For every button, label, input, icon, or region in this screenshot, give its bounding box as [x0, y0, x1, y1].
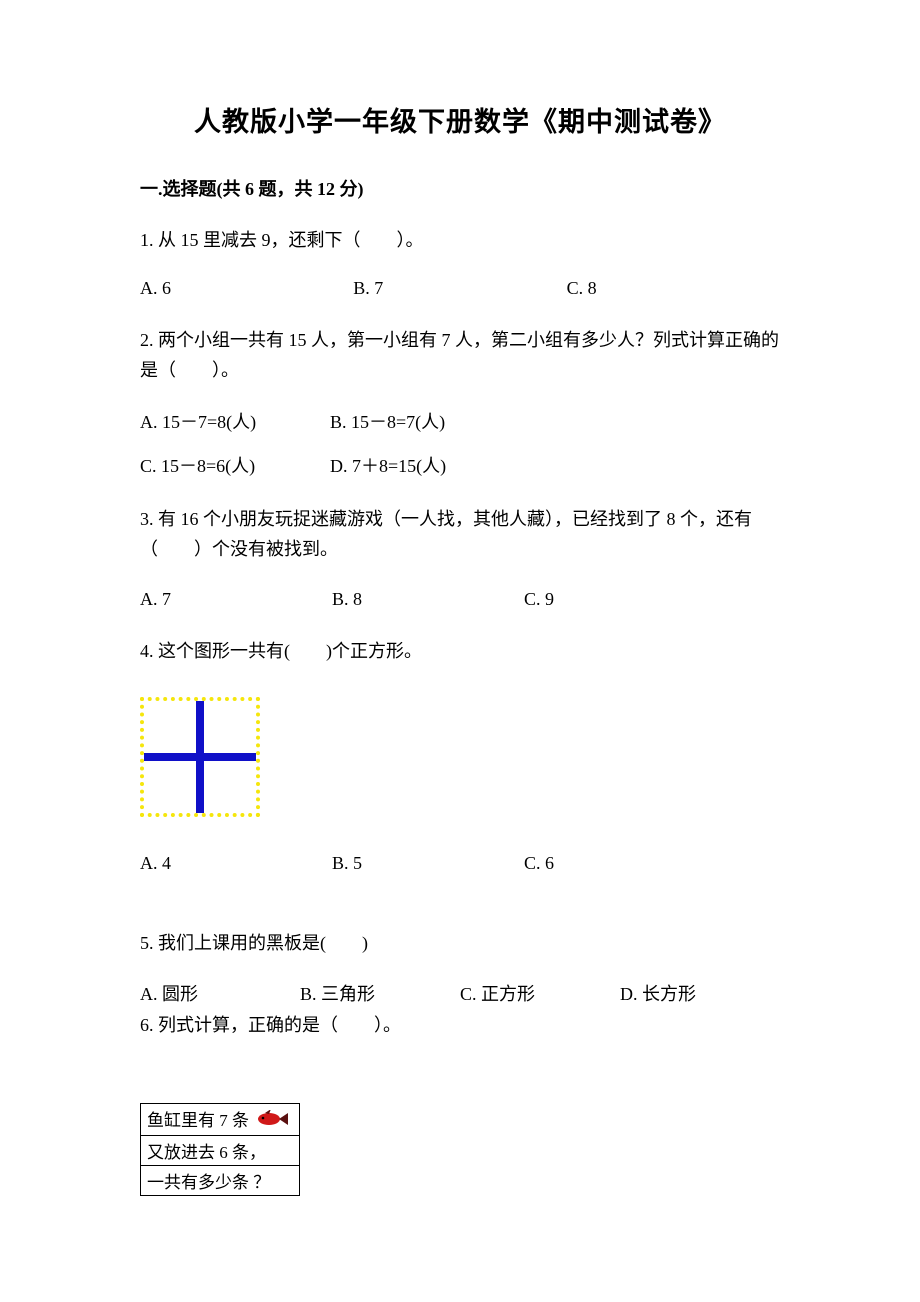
question-3: 3. 有 16 个小朋友玩捉迷藏游戏（一人找，其他人藏），已经找到了 8 个，还…: [140, 504, 780, 565]
question-2-options: A. 15－7=8(人) B. 15－8=7(人) C. 15－8=6(人) D…: [140, 408, 780, 478]
question-4: 4. 这个图形一共有( )个正方形。: [140, 636, 780, 667]
q6-box-row1: 鱼缸里有 7 条: [141, 1103, 300, 1136]
question-2: 2. 两个小组一共有 15 人，第一小组有 7 人，第二小组有多少人？列式计算正…: [140, 325, 780, 386]
question-6: 6. 列式计算，正确的是（ ）。: [140, 1010, 780, 1041]
question-6-box: 鱼缸里有 7 条 又放进去 6 条， 一共有多少条 ？: [140, 1103, 300, 1197]
page-title: 人教版小学一年级下册数学《期中测试卷》: [140, 100, 780, 139]
question-3-options: A. 7 B. 8 C. 9: [140, 589, 780, 610]
q5-option-b: B. 三角形: [300, 980, 460, 1006]
q2-option-c: C. 15－8=6(人): [140, 452, 330, 478]
q4-option-a: A. 4: [140, 853, 332, 874]
q3-option-b: B. 8: [332, 589, 524, 610]
question-1-options: A. 6 B. 7 C. 8: [140, 278, 780, 299]
q1-option-a: A. 6: [140, 278, 353, 299]
q6-box-row3: 一共有多少条 ？: [141, 1166, 300, 1196]
q6-box-row2: 又放进去 6 条，: [141, 1136, 300, 1166]
section-1-header: 一.选择题(共 6 题，共 12 分): [140, 175, 780, 201]
q4-option-b: B. 5: [332, 853, 524, 874]
question-1: 1. 从 15 里减去 9，还剩下（ ）。: [140, 225, 780, 256]
question-5-options: A. 圆形 B. 三角形 C. 正方形 D. 长方形: [140, 980, 780, 1006]
square-cross-figure: [140, 697, 780, 817]
q2-option-a: A. 15－7=8(人): [140, 408, 330, 434]
q5-option-a: A. 圆形: [140, 980, 300, 1006]
q1-option-b: B. 7: [353, 278, 566, 299]
q2-option-d: D. 7＋8=15(人): [330, 452, 520, 478]
q6-box-row1-text: 鱼缸里有 7 条: [147, 1111, 249, 1130]
fish-icon: [255, 1110, 289, 1133]
q2-option-b: B. 15－8=7(人): [330, 408, 520, 434]
q3-option-a: A. 7: [140, 589, 332, 610]
question-5: 5. 我们上课用的黑板是( ): [140, 928, 780, 959]
question-4-options: A. 4 B. 5 C. 6: [140, 853, 780, 874]
q4-option-c: C. 6: [524, 853, 716, 874]
q5-option-c: C. 正方形: [460, 980, 620, 1006]
exam-page: 人教版小学一年级下册数学《期中测试卷》 一.选择题(共 6 题，共 12 分) …: [0, 0, 920, 1256]
q3-option-c: C. 9: [524, 589, 716, 610]
q5-option-d: D. 长方形: [620, 980, 780, 1006]
q1-option-c: C. 8: [567, 278, 780, 299]
